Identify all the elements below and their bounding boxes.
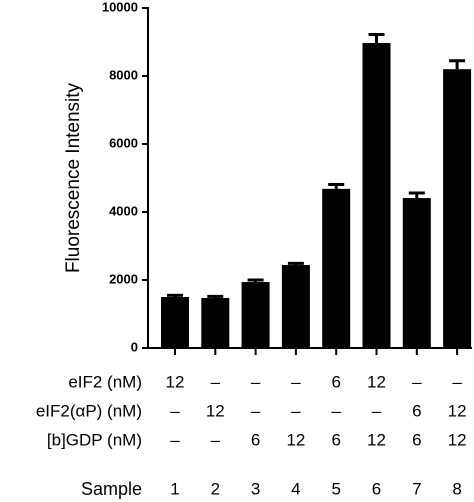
row-label: eIF2(αP) (nM) (36, 401, 142, 420)
error-bar (328, 182, 345, 189)
table-cell: 12 (286, 430, 305, 449)
table-cell: 6 (412, 401, 421, 420)
y-tick-label: 2000 (109, 271, 138, 286)
bar (443, 69, 472, 348)
error-bar (287, 261, 304, 266)
error-bar (449, 59, 466, 70)
table-cell: 6 (331, 372, 340, 391)
y-tick-label: 6000 (109, 135, 138, 150)
table-cell: – (372, 401, 382, 420)
table-cell: – (412, 372, 422, 391)
x-tick-label: 6 (372, 479, 381, 498)
x-tick-label: 1 (170, 479, 179, 498)
table-cell: – (170, 401, 180, 420)
table-cell: 12 (448, 430, 467, 449)
y-tick-label: 8000 (109, 67, 138, 82)
bar (322, 188, 351, 348)
table-cell: – (170, 430, 180, 449)
bar (402, 198, 431, 348)
table-cell: – (331, 401, 341, 420)
table-cell: 12 (206, 401, 225, 420)
x-tick-label: 8 (452, 479, 461, 498)
bar (161, 297, 189, 348)
y-tick-label: 10000 (102, 0, 138, 14)
row-label: eIF2 (nM) (68, 372, 142, 391)
bar (281, 265, 310, 348)
table-cell: 12 (166, 372, 185, 391)
table-cell: – (452, 372, 462, 391)
error-bar (247, 278, 264, 283)
row-label: [b]GDP (nM) (47, 430, 142, 449)
bar (241, 282, 270, 348)
table-cell: 6 (251, 430, 260, 449)
table-cell: – (251, 372, 261, 391)
table-cell: – (211, 430, 221, 449)
bar (362, 43, 391, 349)
table-cell: 12 (367, 372, 386, 391)
table-cell: 12 (448, 401, 467, 420)
table-cell: 12 (367, 430, 386, 449)
x-axis-label: Sample (81, 479, 142, 499)
table-cell: – (251, 401, 261, 420)
table-cell: – (291, 372, 301, 391)
x-tick-label: 2 (211, 479, 220, 498)
table-cell: – (291, 401, 301, 420)
y-tick-label: 0 (131, 339, 138, 354)
table-cell: 6 (331, 430, 340, 449)
error-bar (408, 191, 425, 199)
error-bar (207, 294, 224, 299)
x-tick-label: 4 (291, 479, 300, 498)
x-tick-label: 7 (412, 479, 421, 498)
bar (201, 298, 230, 348)
table-cell: 6 (412, 430, 421, 449)
y-tick-label: 4000 (109, 203, 138, 218)
error-bar (368, 33, 385, 44)
y-axis-label: Fluorescence Intensity (63, 82, 84, 273)
table-cell: – (211, 372, 221, 391)
x-tick-label: 3 (251, 479, 260, 498)
error-bar (167, 293, 183, 297)
x-tick-label: 5 (331, 479, 340, 498)
